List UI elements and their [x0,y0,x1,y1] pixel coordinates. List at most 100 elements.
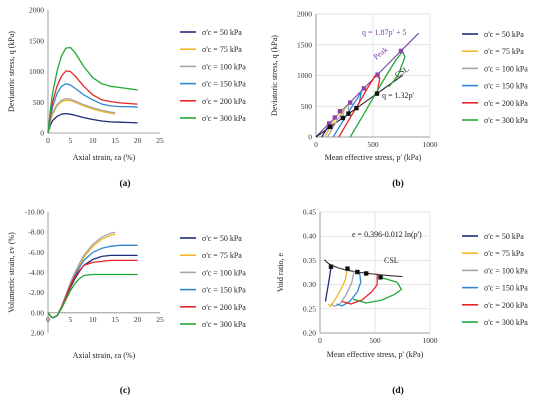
legend-label: σ'c = 300 kPa [484,318,528,327]
peak-point-marker [326,121,332,126]
series-line [327,268,349,308]
annotation-peak-fit: q = 1.87p' + 5 [362,28,406,37]
x-tick-label: 25 [156,315,164,324]
annotation-csl: CSL [384,256,399,265]
y-tick-label: 2000 [29,6,44,15]
csl-point-marker [328,264,334,269]
x-tick-label: 1000 [423,140,438,149]
csl-point-marker [345,266,350,271]
legend-label: σ'c = 300 kPa [202,114,246,123]
series-line [336,271,362,307]
series-line [341,273,378,305]
y-tick-label: 0.45 [303,208,316,217]
legend-label: σ'c = 200 kPa [484,301,528,310]
x-tick-label: 0 [46,136,50,145]
legend-label: σ'c = 75 kPa [202,45,242,54]
y-tick-label: 0 [40,129,44,138]
csl-point-marker [378,275,383,280]
y-tick-label: 2.00 [31,329,44,338]
x-tick-label: 10 [89,315,97,324]
x-tick-label: 20 [134,136,142,145]
y-tick-label: 1500 [297,40,312,49]
legend-label: σ'c = 50 kPa [202,234,242,243]
panel-a: 0 5 10 15 20 25 0 500 1000 1500 2000 Axial strain, … [7,6,246,190]
peak-point-marker [375,72,380,77]
legend-label: σ'c = 200 kPa [484,99,528,108]
series-line [47,83,138,134]
series-line [47,112,138,134]
csl-point-marker [340,115,345,121]
csl-point-marker [354,105,359,111]
series-line [47,70,138,134]
panel-d: 0 500 1000 0.20 0.25 0.30 0.35 0.40 0.45 Mean eff… [276,208,528,397]
y-tick-label: 0.00 [31,308,44,317]
legend-label: σ'c = 150 kPa [202,80,246,89]
x-tick-label: 10 [89,136,97,145]
y-tick-label: 0.30 [303,280,316,289]
annotation-peak: Peak [372,45,390,62]
x-axis-label: Mean effective stress, p' (kPa) [325,153,422,162]
peak-point-marker [361,86,367,91]
x-tick-label: 25 [156,136,164,145]
y-tick-label: 0.25 [303,304,316,313]
legend-label: σ'c = 50 kPa [484,30,524,39]
peak-point-marker [348,100,353,105]
csl-point-marker [328,124,333,130]
panel-label: (d) [392,385,404,396]
legend-label: σ'c = 50 kPa [202,28,242,37]
series-line [330,270,355,308]
legend-label: σ'c = 100 kPa [484,64,528,73]
x-tick-label: 500 [367,140,379,149]
legend-label: σ'c = 150 kPa [202,286,246,295]
y-tick-label: -2.00 [28,288,44,297]
series-line [47,273,138,319]
x-tick-label: 0 [318,336,322,345]
y-tick-label: -6.00 [28,248,44,257]
fit-line [315,32,419,138]
series-line [47,46,138,134]
legend-label: σ'c = 100 kPa [202,268,246,277]
peak-point-marker [337,108,343,114]
csl-point-marker [346,111,351,116]
y-tick-label: 0.35 [303,256,316,265]
panel-b: 0 500 1000 0 500 1000 1500 2000 Mean effective s… [270,10,528,190]
y-tick-label: 0 [308,133,312,142]
x-axis-label: Axial strain, εa (%) [73,351,136,360]
panel-label: (b) [392,178,404,189]
y-tick-label: 0.40 [303,232,316,241]
x-tick-label: 1000 [423,336,438,345]
annotation-csl-fit: q = 1.32p' [382,91,415,100]
y-axis-label: Deviatoric stress, q (kPa) [270,35,279,116]
series-line [47,233,116,319]
csl-point-marker [355,269,360,275]
y-tick-label: -8.00 [28,228,44,237]
y-tick-label: 500 [33,98,45,107]
series-line [324,266,332,302]
panel-label: (a) [119,178,130,189]
legend-label: σ'c = 200 kPa [202,303,246,312]
legend-label: σ'c = 100 kPa [484,266,528,275]
y-tick-label: 2000 [297,10,312,19]
csl-curve [323,259,403,278]
y-axis-label: Deviatoric stress, q (kPa) [7,31,16,112]
legend-label: σ'c = 150 kPa [484,82,528,91]
y-tick-label: 1000 [297,71,312,80]
panel-c: 0 5 10 15 20 25 -10.00 -8.00 -6.00 -4.00 -2.00 0.00… [7,208,246,397]
x-axis-label: Mean effective stress, p' (kPa) [327,350,424,359]
peak-point-marker [398,48,404,54]
x-tick-label: 15 [111,315,119,324]
x-tick-label: 0 [314,140,318,149]
legend-label: σ'c = 300 kPa [484,116,528,125]
x-tick-label: 5 [69,315,73,324]
legend-label: σ'c = 75 kPa [484,249,524,258]
y-tick-label: 1500 [29,36,44,45]
annotation-csl-equation: e = 0.396-0.012 ln(p') [352,230,422,239]
legend-label: σ'c = 50 kPa [484,232,524,241]
legend-label: σ'c = 100 kPa [202,62,246,71]
y-axis-label: Void ratio, e [276,252,285,292]
x-tick-label: 20 [134,315,142,324]
series-line [352,276,403,304]
csl-point-marker [364,271,369,276]
y-tick-label: -4.00 [28,268,44,277]
y-tick-label: 0.20 [303,329,316,338]
